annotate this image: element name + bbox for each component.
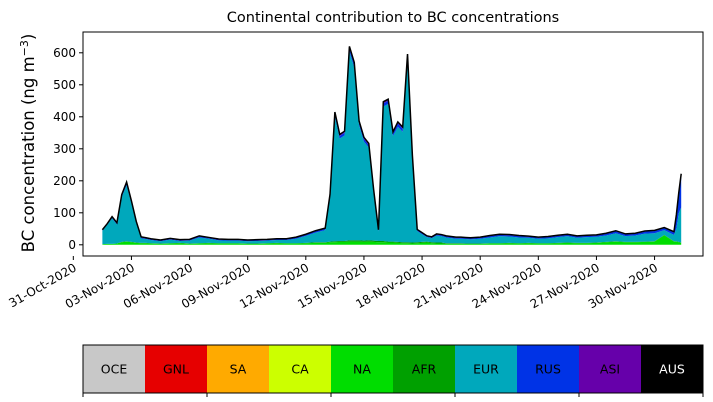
legend-swatch bbox=[517, 345, 579, 393]
area-afr bbox=[102, 234, 682, 245]
legend-swatch bbox=[455, 345, 517, 393]
legend-swatch bbox=[331, 345, 393, 393]
legend-swatch bbox=[269, 345, 331, 393]
legend-label: AUS bbox=[659, 362, 685, 377]
legend-item-sa: SA bbox=[207, 345, 269, 393]
legend-item-na: NA bbox=[331, 345, 393, 393]
plot-frame bbox=[82, 31, 704, 257]
legend-label: ASI bbox=[600, 362, 620, 377]
y-axis-label: BC concentration (ng m−3) bbox=[18, 34, 38, 253]
legend-label: SA bbox=[230, 362, 247, 377]
legend-label: CA bbox=[291, 362, 309, 377]
y-tick-label: 200 bbox=[53, 174, 76, 188]
legend-item-oce: OCE bbox=[83, 345, 145, 393]
legend-item-afr: AFR bbox=[393, 345, 455, 393]
legend-label: OCE bbox=[101, 362, 128, 377]
legend-item-asi: ASI bbox=[579, 345, 641, 393]
legend-item-rus: RUS bbox=[517, 345, 579, 393]
total-line bbox=[101, 46, 682, 241]
legend-swatch bbox=[83, 345, 145, 393]
y-tick-label: 300 bbox=[53, 142, 76, 156]
legend-label: AFR bbox=[412, 362, 437, 377]
legend-item-gnl: GNL bbox=[145, 345, 207, 393]
legend-swatch bbox=[579, 345, 641, 393]
legend-item-eur: EUR bbox=[455, 345, 517, 393]
legend-label: GNL bbox=[163, 362, 189, 377]
y-tick-label: 100 bbox=[53, 206, 76, 220]
legend-swatch bbox=[393, 345, 455, 393]
legend-frame bbox=[82, 344, 704, 394]
legend-colorbar: OCE GNL SA CA NA AFR EUR RUS ASI AUS bbox=[82, 344, 704, 397]
area-na bbox=[102, 235, 682, 245]
y-tick-label: 400 bbox=[53, 110, 76, 124]
legend-label: NA bbox=[353, 362, 371, 377]
legend-swatch bbox=[207, 345, 269, 393]
legend-item-ca: CA bbox=[269, 345, 331, 393]
plot-area bbox=[101, 46, 682, 245]
legend-swatch bbox=[641, 345, 703, 393]
legend-item-aus: AUS bbox=[641, 345, 703, 393]
y-tick-label: 600 bbox=[53, 46, 76, 60]
legend-swatch bbox=[145, 345, 207, 393]
legend-label: EUR bbox=[473, 362, 499, 377]
y-tick-label: 0 bbox=[68, 238, 76, 252]
legend-label: RUS bbox=[535, 362, 561, 377]
chart-title: Continental contribution to BC concentra… bbox=[227, 10, 559, 26]
area-eur bbox=[102, 51, 682, 245]
y-tick-label: 500 bbox=[53, 78, 76, 92]
